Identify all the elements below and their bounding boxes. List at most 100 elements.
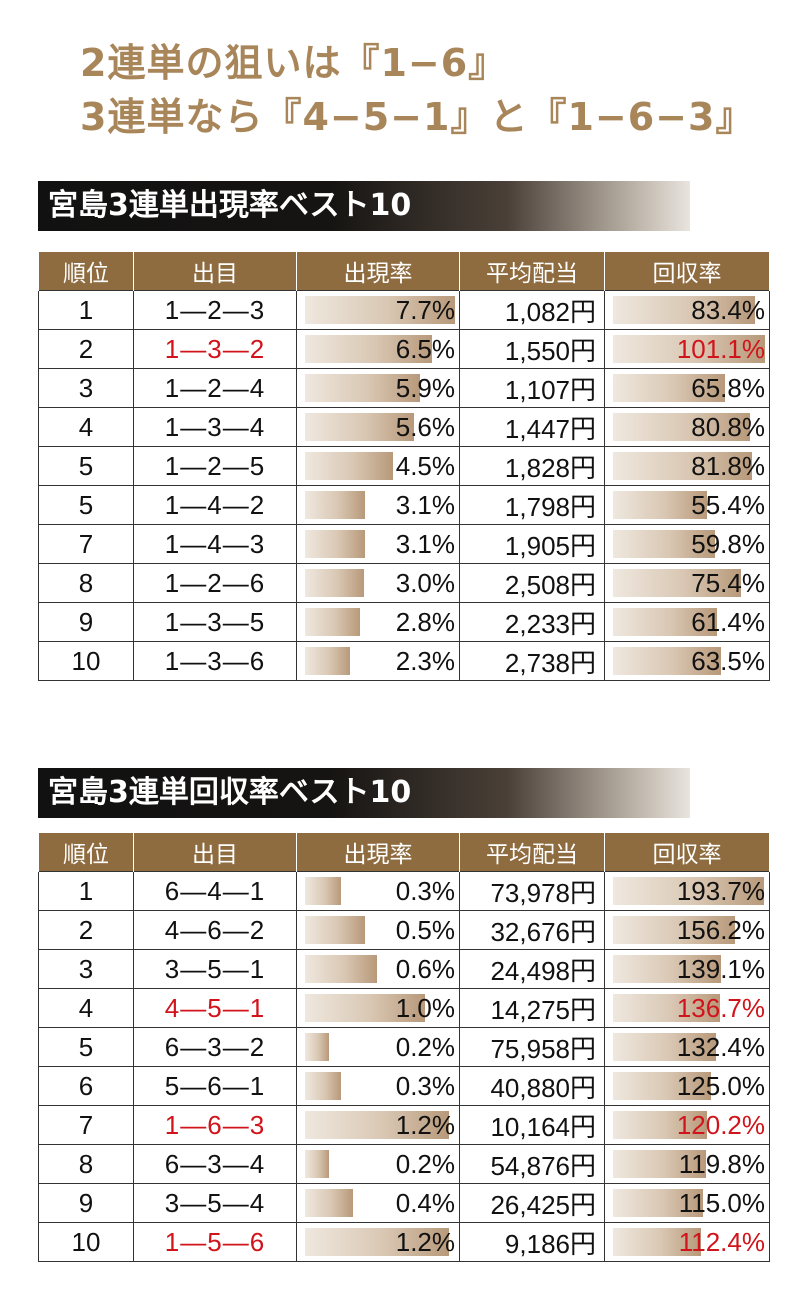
appearance-rate-bar [305, 608, 360, 636]
recovery-rate-value: 115.0% [678, 1187, 765, 1218]
rank-cell: 2 [38, 910, 134, 950]
appearance-rate-bar [305, 1150, 329, 1178]
recovery-rate-cell: 119.8% [604, 1144, 770, 1184]
rank-cell: 4 [38, 988, 134, 1028]
recovery-rate-cell: 55.4% [604, 485, 770, 525]
appearance-rate-value: 0.2% [395, 1148, 455, 1179]
combination-cell: 1—4—3 [133, 524, 297, 564]
combination-cell: 1—2—4 [133, 368, 297, 408]
rank-cell: 1 [38, 871, 134, 911]
appearance-rate-value: 7.7% [395, 294, 455, 325]
appearance-rate-value: 0.2% [395, 1031, 455, 1062]
recovery-rate-value: 112.4% [678, 1226, 765, 1257]
headline: 2連単の狙いは『1−6』 3連単なら『4−5−1』と『1−6−3』 [80, 36, 754, 144]
rank-cell: 3 [38, 368, 134, 408]
table-row: 7 1—4—3 3.1% 1,905円 59.8% [38, 524, 770, 564]
table-row: 10 1—3—6 2.3% 2,738円 63.5% [38, 641, 770, 681]
recovery-rate-value: 136.7% [676, 992, 765, 1023]
recovery-rate-bar [613, 569, 742, 597]
combination-cell: 6—3—4 [133, 1144, 297, 1184]
appearance-rate-cell: 1.0% [296, 988, 460, 1028]
appearance-rate-value: 2.3% [395, 645, 455, 676]
table-row: 2 1—3—2 6.5% 1,550円 101.1% [38, 329, 770, 369]
appearance-rate-value: 3.0% [395, 567, 455, 598]
appearance-rate-bar [305, 452, 393, 480]
appearance-rate-cell: 3.1% [296, 485, 460, 525]
appearance-rate-cell: 0.6% [296, 949, 460, 989]
table-row: 3 3—5—1 0.6% 24,498円 139.1% [38, 949, 770, 989]
appearance-rate-value: 0.3% [395, 1070, 455, 1101]
appearance-rate-value: 2.8% [395, 606, 455, 637]
appearance-rate-value: 0.4% [395, 1187, 455, 1218]
average-payout-cell: 1,082円 [459, 290, 605, 330]
average-payout-cell: 14,275円 [459, 988, 605, 1028]
recovery-rate-cell: 125.0% [604, 1066, 770, 1106]
average-payout-cell: 1,828円 [459, 446, 605, 486]
rank-cell: 7 [38, 1105, 134, 1145]
recovery-rate-bar [613, 1072, 711, 1100]
recovery-rate-value: 55.4% [691, 489, 765, 520]
average-payout-cell: 1,905円 [459, 524, 605, 564]
recovery-rate-value: 132.4% [676, 1031, 765, 1062]
recovery-rate-bar [613, 955, 722, 983]
recovery-rate-cell: 81.8% [604, 446, 770, 486]
header-payout: 平均配当 [459, 832, 605, 872]
recovery-rate-bar [613, 374, 725, 402]
recovery-rate-value: 125.0% [676, 1070, 765, 1101]
header-appearance: 出現率 [296, 832, 460, 872]
appearance-rate-bar [305, 335, 432, 363]
recovery-rate-cell: 193.7% [604, 871, 770, 911]
rank-cell: 5 [38, 485, 134, 525]
recovery-rate-cell: 59.8% [604, 524, 770, 564]
section-title-recovery: 宮島3連単回収率ベスト10 [38, 768, 690, 818]
average-payout-cell: 40,880円 [459, 1066, 605, 1106]
appearance-rate-cell: 1.2% [296, 1105, 460, 1145]
recovery-rate-bar [613, 608, 718, 636]
table-row: 9 1—3—5 2.8% 2,233円 61.4% [38, 602, 770, 642]
header-rank: 順位 [38, 251, 134, 291]
recovery-rate-value: 156.2% [676, 914, 765, 945]
recovery-rate-bar [613, 530, 715, 558]
appearance-rate-bar [305, 413, 415, 441]
combination-cell: 4—6—2 [133, 910, 297, 950]
appearance-rate-cell: 0.5% [296, 910, 460, 950]
recovery-rate-value: 193.7% [676, 875, 765, 906]
appearance-rate-bar [305, 955, 377, 983]
rank-cell: 8 [38, 563, 134, 603]
appearance-rate-table: 順位 出目 出現率 平均配当 回収率 1 1—2—3 7.7% 1,082円 83.4%… [38, 251, 770, 681]
average-payout-cell: 1,798円 [459, 485, 605, 525]
combination-cell: 1—3—5 [133, 602, 297, 642]
appearance-rate-bar [305, 994, 425, 1022]
headline-line-1: 2連単の狙いは『1−6』 [80, 41, 508, 85]
recovery-rate-value: 75.4% [691, 567, 765, 598]
header-payout: 平均配当 [459, 251, 605, 291]
recovery-rate-bar [613, 994, 720, 1022]
appearance-rate-value: 1.0% [395, 992, 455, 1023]
recovery-rate-cell: 83.4% [604, 290, 770, 330]
table-row: 8 1—2—6 3.0% 2,508円 75.4% [38, 563, 770, 603]
recovery-rate-value: 80.8% [691, 411, 765, 442]
recovery-rate-value: 101.1% [676, 333, 765, 364]
recovery-rate-value: 81.8% [691, 450, 765, 481]
combination-cell: 1—2—5 [133, 446, 297, 486]
rank-cell: 7 [38, 524, 134, 564]
appearance-rate-cell: 3.1% [296, 524, 460, 564]
appearance-rate-value: 4.5% [395, 450, 455, 481]
appearance-rate-value: 0.6% [395, 953, 455, 984]
appearance-rate-bar [305, 491, 366, 519]
appearance-rate-cell: 0.2% [296, 1027, 460, 1067]
rank-cell: 10 [38, 641, 134, 681]
section-title-text: 宮島3連単回収率ベスト10 [48, 775, 412, 810]
recovery-rate-value: 119.8% [678, 1148, 765, 1179]
recovery-rate-value: 63.5% [691, 645, 765, 676]
appearance-rate-cell: 7.7% [296, 290, 460, 330]
rank-cell: 5 [38, 446, 134, 486]
appearance-rate-value: 5.6% [395, 411, 455, 442]
recovery-rate-cell: 112.4% [604, 1222, 770, 1262]
table-row: 6 5—6—1 0.3% 40,880円 125.0% [38, 1066, 770, 1106]
appearance-rate-value: 3.1% [395, 489, 455, 520]
appearance-rate-bar [305, 1189, 353, 1217]
recovery-rate-table: 順位 出目 出現率 平均配当 回収率 1 6—4—1 0.3% 73,978円 193.… [38, 832, 770, 1262]
table-row: 5 1—2—5 4.5% 1,828円 81.8% [38, 446, 770, 486]
table-row: 5 6—3—2 0.2% 75,958円 132.4% [38, 1027, 770, 1067]
